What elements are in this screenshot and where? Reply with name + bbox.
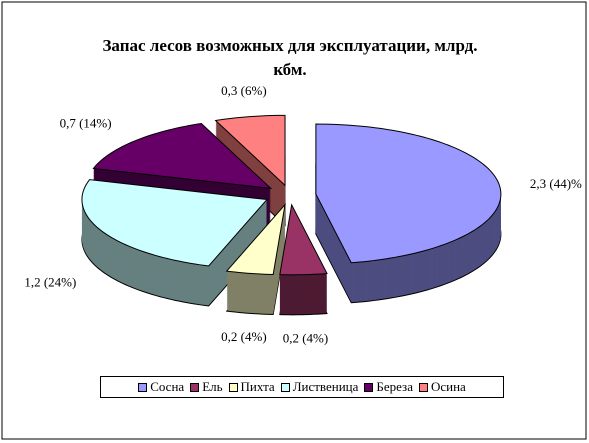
slice <box>92 122 273 190</box>
data-label: 1,2 (24%) <box>24 274 76 289</box>
data-label: 0,2 (4%) <box>283 331 329 346</box>
legend-swatch <box>228 382 238 392</box>
legend-item: Ель <box>190 379 223 395</box>
slice <box>279 203 328 276</box>
legend-item: Береза <box>364 379 413 395</box>
data-label: 0,7 (14%) <box>60 116 112 131</box>
data-label: 2,3 (44)% <box>530 176 582 191</box>
legend-label: Осина <box>430 379 466 394</box>
legend-item: Сосна <box>138 379 184 395</box>
legend-label: Сосна <box>150 379 185 394</box>
legend-swatch <box>418 382 428 392</box>
legend: Сосна Ель Пихта Лиственица Береза Осина <box>100 376 504 398</box>
legend-swatch <box>280 382 290 392</box>
slice <box>81 179 268 267</box>
legend-label: Ель <box>202 379 223 394</box>
slice <box>214 114 286 187</box>
legend-label: Береза <box>376 379 413 394</box>
chart-title: Запас лесов возможных для эксплуатации, … <box>102 36 478 79</box>
legend-item: Лиственица <box>280 379 359 395</box>
slice <box>225 202 286 276</box>
legend-item: Осина <box>418 379 466 395</box>
legend-swatch <box>190 382 200 392</box>
legend-label: Лиственица <box>292 379 359 394</box>
legend-swatch <box>364 382 374 392</box>
legend-label: Пихта <box>240 379 275 394</box>
data-label: 0,2 (4%) <box>221 329 267 344</box>
data-label: 0,3 (6%) <box>221 83 267 98</box>
legend-item: Пихта <box>228 379 275 395</box>
legend-swatch <box>138 382 148 392</box>
slice <box>315 123 502 264</box>
